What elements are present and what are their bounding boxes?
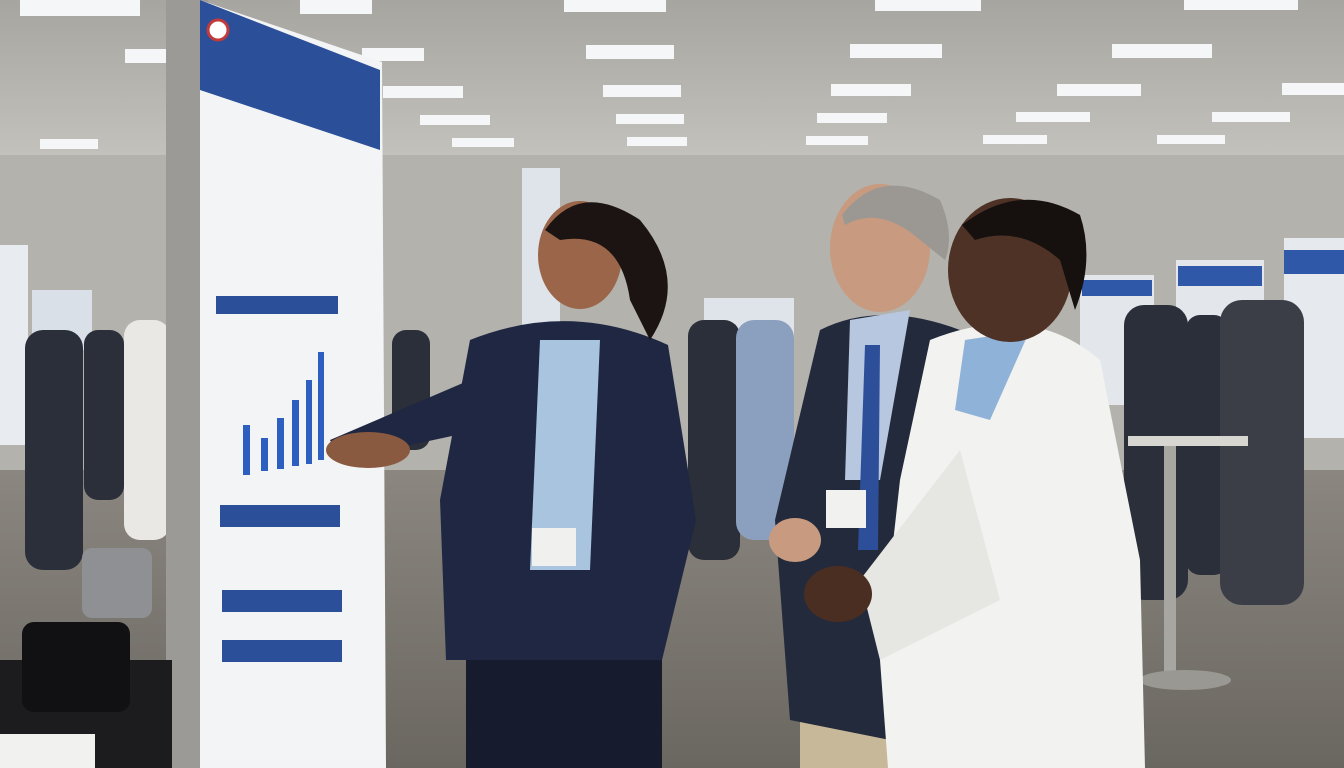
refreshment-table xyxy=(0,548,172,768)
table-leg xyxy=(1164,446,1176,678)
light xyxy=(817,113,887,123)
sleeve xyxy=(860,450,1000,660)
hand xyxy=(326,432,410,468)
background-people xyxy=(25,300,1304,605)
poster-bar xyxy=(306,380,312,464)
poster xyxy=(200,0,386,768)
light xyxy=(300,0,372,14)
light xyxy=(586,45,674,59)
poster-section-bar xyxy=(220,505,340,527)
light xyxy=(1057,84,1141,96)
poster-header xyxy=(1284,250,1344,274)
light xyxy=(616,114,684,124)
person xyxy=(688,320,740,560)
poster-header xyxy=(1082,280,1152,296)
light xyxy=(452,138,514,147)
presenter xyxy=(326,201,696,768)
light xyxy=(603,85,681,97)
hair xyxy=(962,199,1087,310)
doctor xyxy=(804,198,1145,768)
light xyxy=(40,139,98,149)
shirt xyxy=(530,340,600,570)
mug xyxy=(22,622,130,712)
badge xyxy=(532,528,576,566)
poster-board xyxy=(166,0,386,768)
poster xyxy=(0,245,28,445)
person xyxy=(1220,300,1304,605)
paper xyxy=(0,734,95,768)
table-top xyxy=(1128,436,1248,446)
poster-header xyxy=(1178,266,1262,286)
poster-section-bar xyxy=(222,640,342,662)
lab-coat xyxy=(880,324,1145,768)
shirt xyxy=(955,330,1030,420)
poster-section-bar xyxy=(216,296,338,314)
table-base xyxy=(1139,670,1231,690)
light xyxy=(383,86,463,98)
person xyxy=(736,320,794,540)
poster-bar xyxy=(318,352,324,460)
light xyxy=(125,49,167,63)
light xyxy=(831,84,911,96)
coffee-urn xyxy=(82,548,152,618)
light xyxy=(20,0,140,16)
light xyxy=(1016,112,1090,122)
light xyxy=(420,115,490,125)
light xyxy=(564,0,666,12)
poster-section-bar xyxy=(222,590,342,612)
ceiling-lights xyxy=(20,0,1344,149)
hair xyxy=(545,202,668,340)
hair xyxy=(842,185,949,260)
badge xyxy=(826,490,866,528)
person xyxy=(25,330,83,570)
poster-header xyxy=(200,0,380,150)
hand xyxy=(769,518,821,562)
poster-logo xyxy=(206,18,230,42)
poster-bar xyxy=(243,425,250,475)
hands xyxy=(804,566,872,622)
poster-bar xyxy=(277,418,284,469)
poster-bar xyxy=(261,438,268,471)
poster-chart xyxy=(243,352,324,475)
light xyxy=(1112,44,1212,58)
light xyxy=(627,137,687,146)
light xyxy=(1157,135,1225,144)
light xyxy=(983,135,1047,144)
light xyxy=(1184,0,1298,10)
light xyxy=(362,48,424,61)
poster-bar xyxy=(292,400,299,466)
high-table xyxy=(1128,436,1248,690)
light xyxy=(1282,83,1344,95)
light xyxy=(875,0,981,11)
person xyxy=(124,320,170,540)
person xyxy=(84,330,124,500)
light xyxy=(850,44,942,58)
light xyxy=(1212,112,1290,122)
light xyxy=(806,136,868,145)
